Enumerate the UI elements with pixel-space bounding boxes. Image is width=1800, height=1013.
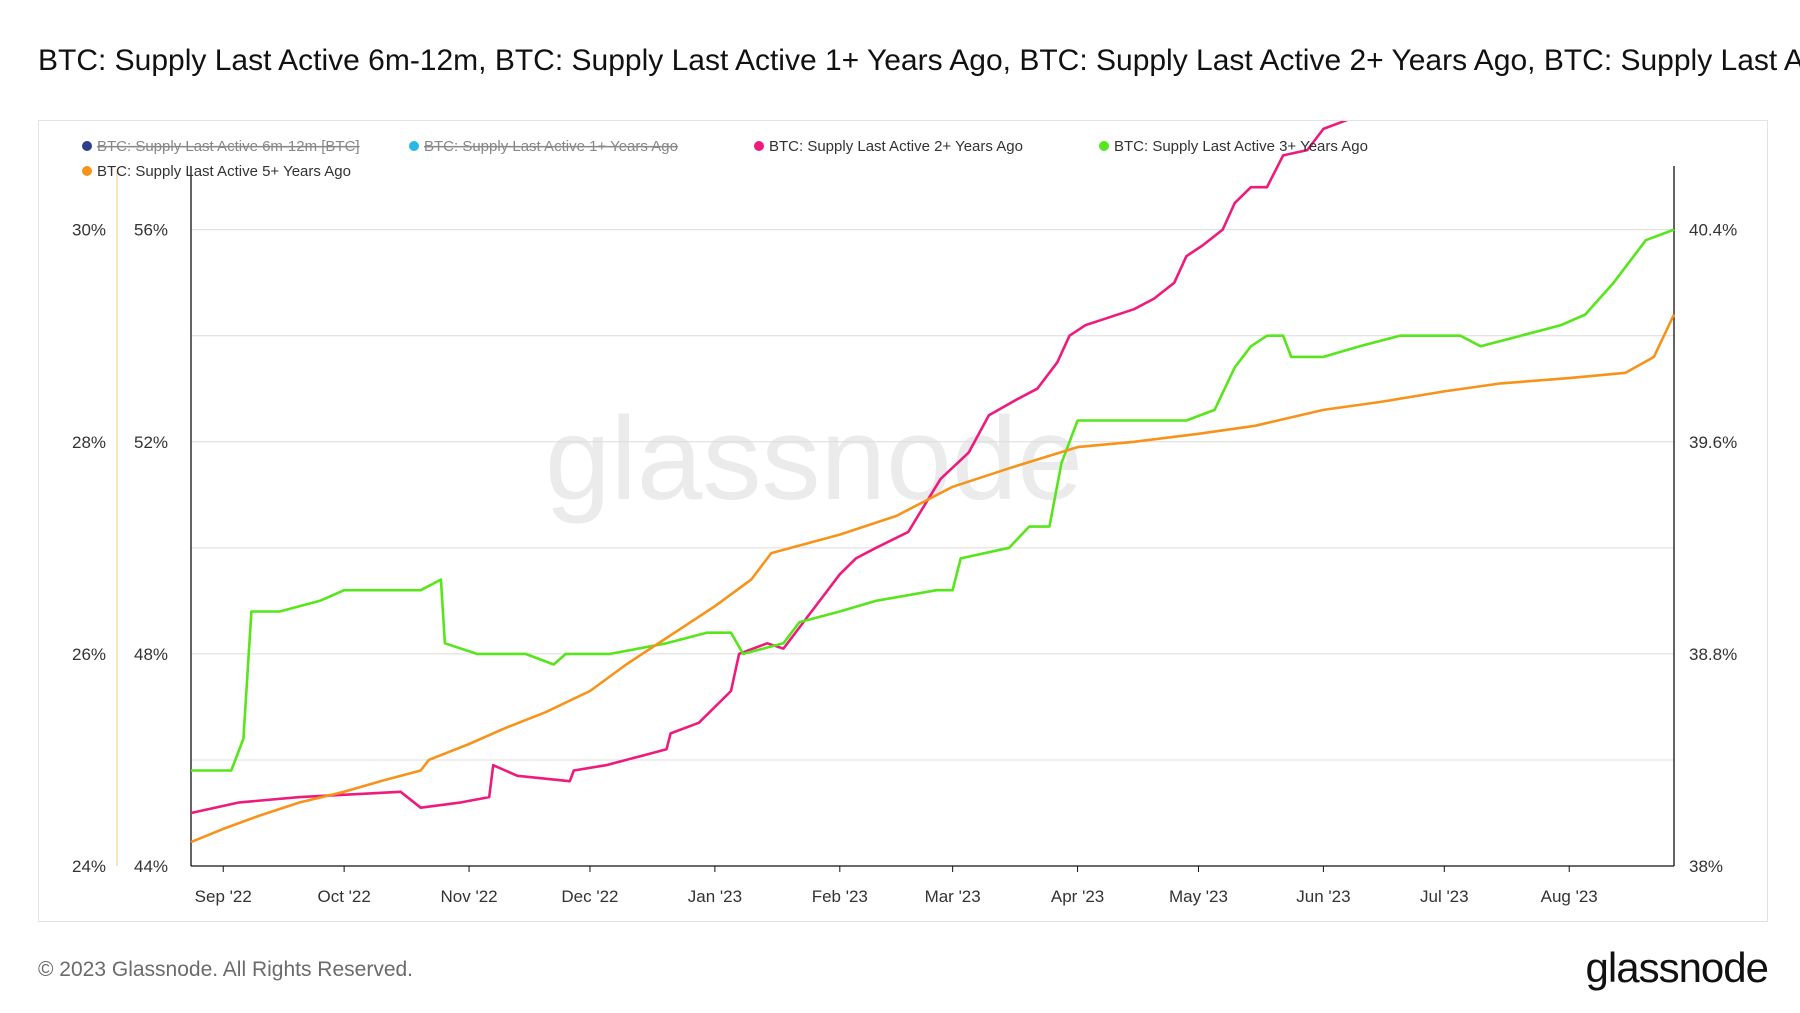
x-tick-label: Jan '23 [688,887,742,906]
legend-label: BTC: Supply Last Active 6m-12m [BTC] [97,138,360,155]
y-tick-label: 38% [1689,857,1723,876]
legend-label: BTC: Supply Last Active 3+ Years Ago [1114,138,1368,155]
y-tick-label: 24% [72,857,106,876]
series-layer [190,121,1676,844]
x-tick-label: Jun '23 [1296,887,1350,906]
y-tick-label: 44% [134,857,168,876]
legend-item[interactable]: BTC: Supply Last Active 3+ Years Ago [1099,138,1368,155]
chart-frame: glassnode 24% 26% 28% 30% 44% 48% 52% 56% 38% 38.… [38,120,1768,922]
y-tick-label: 40.4% [1689,221,1737,240]
x-tick-label: Aug '23 [1541,887,1598,906]
legend[interactable]: BTC: Supply Last Active 6m-12m [BTC] BTC:… [82,138,1368,180]
y-tick-label: 48% [134,645,168,664]
legend-label: BTC: Supply Last Active 2+ Years Ago [769,138,1023,155]
legend-item[interactable]: BTC: Supply Last Active 2+ Years Ago [754,138,1023,155]
y-tick-label: 30% [72,221,106,240]
x-tick-label: Jul '23 [1420,887,1469,906]
grid-lines [191,229,1674,761]
y-tick-label: 38.8% [1689,645,1737,664]
legend-item[interactable]: BTC: Supply Last Active 1+ Years Ago [409,138,678,155]
legend-label: BTC: Supply Last Active 5+ Years Ago [97,163,351,180]
legend-dot-icon [409,141,419,151]
y-tick-label: 52% [134,433,168,452]
x-tick-label: Oct '22 [317,887,370,906]
y-tick-label: 56% [134,221,168,240]
x-tick-label: May '23 [1169,887,1228,906]
y-tick-label: 28% [72,433,106,452]
x-tick-label: Dec '22 [561,887,618,906]
legend-item[interactable]: BTC: Supply Last Active 6m-12m [BTC] [82,138,360,155]
legend-label: BTC: Supply Last Active 1+ Years Ago [424,138,678,155]
page-title: BTC: Supply Last Active 6m-12m, BTC: Sup… [38,44,1800,77]
x-tick-label: Apr '23 [1051,887,1104,906]
series-line-btc-supply-last-active-3-years-ago [191,228,1675,772]
y-tick-label: 26% [72,645,106,664]
chart: glassnode 24% 26% 28% 30% 44% 48% 52% 56% 38% 38.… [72,121,1737,906]
legend-dot-icon [1099,141,1109,151]
glassnode-logo: glassnode [1585,944,1769,991]
series-line-btc-supply-last-active-2-years-ago [190,121,1349,815]
x-tick-label: Feb '23 [812,887,868,906]
x-tick-label: Sep '22 [195,887,252,906]
watermark-text: glassnode [545,393,1083,525]
x-tick-label: Nov '22 [441,887,498,906]
series-line-btc-supply-last-active-5-years-ago [190,313,1676,844]
legend-dot-icon [754,141,764,151]
axes: 24% 26% 28% 30% 44% 48% 52% 56% 38% 38.8% 39.6% 40.… [72,166,1737,906]
y-tick-label: 39.6% [1689,433,1737,452]
x-tick-label: Mar '23 [925,887,981,906]
legend-item[interactable]: BTC: Supply Last Active 5+ Years Ago [82,163,351,180]
legend-dot-icon [82,166,92,176]
copyright-text: © 2023 Glassnode. All Rights Reserved. [38,958,414,981]
legend-dot-icon [82,141,92,151]
